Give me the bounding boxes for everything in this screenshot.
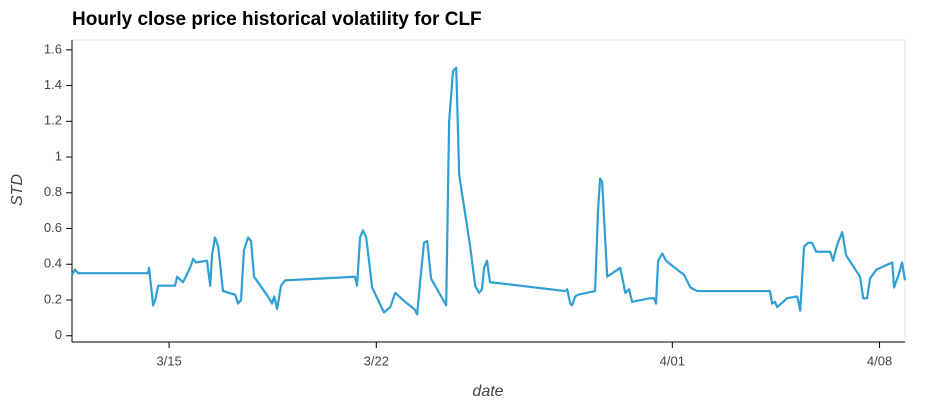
y-tick-label: 1.6	[44, 41, 62, 56]
y-tick-label: 0.6	[44, 220, 62, 235]
y-tick-label: 0.8	[44, 184, 62, 199]
y-tick-label: 1.4	[44, 77, 62, 92]
x-tick-label: 4/08	[867, 353, 892, 368]
chart-title: Hourly close price historical volatility…	[72, 9, 482, 30]
y-tick-label: 0	[55, 327, 62, 342]
y-tick-label: 0.4	[44, 256, 62, 271]
y-tick-label: 1.2	[44, 113, 62, 128]
x-axis-label: date	[472, 383, 503, 400]
y-tick-label: 0.2	[44, 291, 62, 306]
data-line	[71, 66, 907, 316]
plot-frame	[71, 39, 906, 343]
y-axis-label: STD	[9, 174, 26, 206]
x-tick-label: 3/22	[364, 353, 389, 368]
x-tick-label: 3/15	[156, 353, 181, 368]
x-tick-label: 4/01	[660, 353, 685, 368]
y-tick-label: 1	[55, 148, 62, 163]
